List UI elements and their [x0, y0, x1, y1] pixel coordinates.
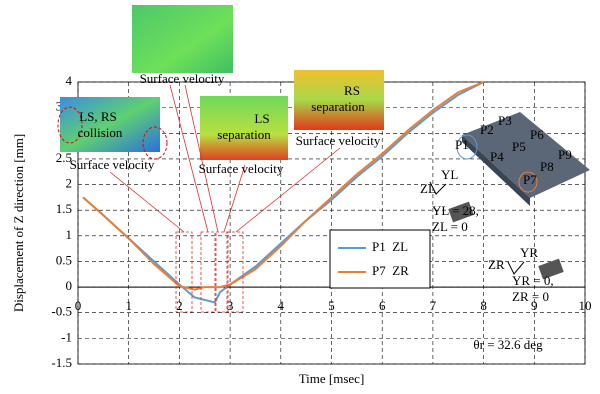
- y-tick-label: 0.5: [56, 252, 72, 267]
- annotation: separation: [217, 127, 271, 142]
- annotation: ZR: [488, 257, 505, 272]
- annotation: LS, RS: [79, 109, 117, 124]
- y-tick-label: 0: [66, 278, 73, 293]
- annotation: collision: [78, 125, 123, 140]
- x-axis-label: Time [msec]: [299, 371, 365, 386]
- annotation: Surface velocity: [199, 161, 284, 176]
- inset-image: [132, 5, 233, 73]
- annotation: P6: [530, 127, 544, 142]
- annotation: Surface velocity: [296, 133, 381, 148]
- annotation: YR = 0,: [512, 273, 554, 288]
- annotation: separation: [311, 99, 365, 114]
- y-tick-label: 1.5: [56, 201, 72, 216]
- annotation: P9: [558, 147, 572, 162]
- annotation: RS: [344, 83, 360, 98]
- annotation: ZR = 0: [512, 289, 549, 304]
- annotation: LS: [254, 111, 269, 126]
- annotation: P3: [498, 113, 512, 128]
- annotation: ZL: [420, 181, 436, 196]
- annotation: P4: [490, 149, 504, 164]
- legend-label: P1 ZL: [372, 239, 408, 254]
- y-axis-label: Displacement of Z direction [mm]: [11, 134, 26, 312]
- y-tick-label: 4: [66, 73, 73, 88]
- annotation: P1: [455, 137, 469, 152]
- annotation: P8: [540, 159, 554, 174]
- annotation: ZL = 0: [432, 219, 468, 234]
- annotation: Surface velocity: [140, 71, 225, 86]
- y-tick-label: 2: [66, 176, 73, 191]
- y-tick-label: 1: [66, 227, 73, 242]
- annotation: YL = 28,: [432, 203, 479, 218]
- y-tick-label: -0.5: [51, 304, 72, 319]
- annotation: P5: [512, 139, 526, 154]
- annotation: P2: [480, 122, 494, 137]
- annotation: P7: [523, 172, 537, 187]
- y-tick-label: -1: [61, 329, 72, 344]
- chart: -1.5-1-0.500.511.522.533.54012345678910 …: [0, 0, 600, 394]
- annotation: YL: [441, 167, 458, 182]
- annotation: Surface velocity: [70, 157, 155, 172]
- y-tick-label: -1.5: [51, 355, 72, 370]
- annotation: YR: [520, 245, 538, 260]
- legend-label: P7 ZR: [372, 263, 409, 278]
- annotation: θr = 32.6 deg: [473, 337, 543, 352]
